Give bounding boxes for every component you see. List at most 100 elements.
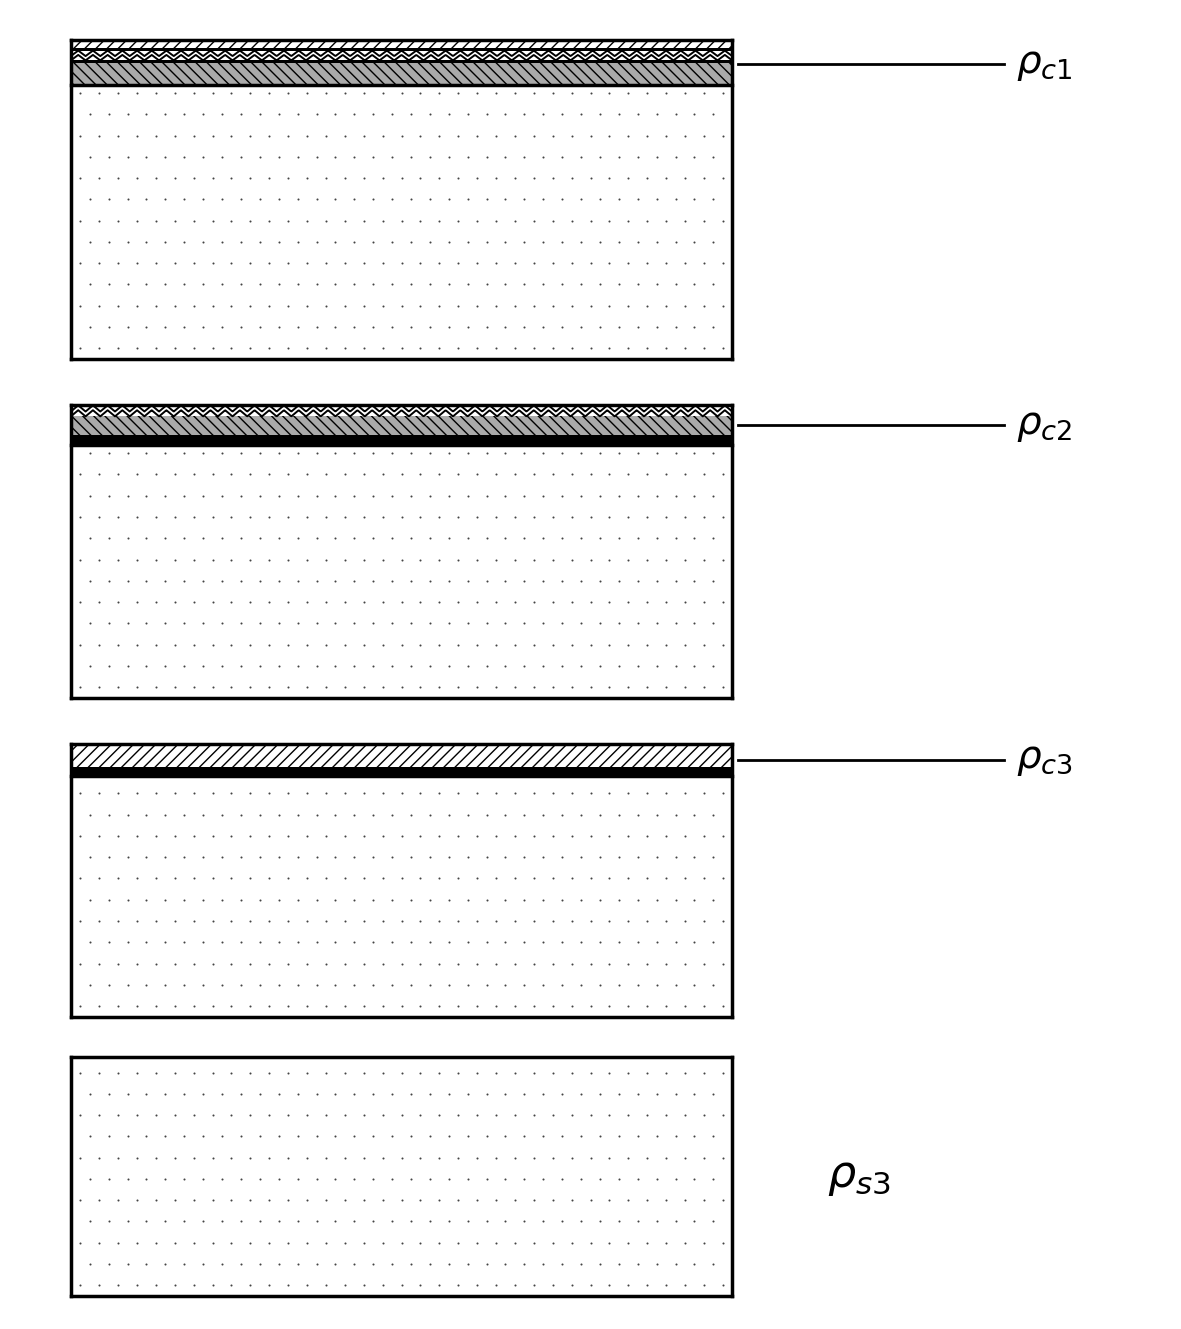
Point: [420, 932, 439, 953]
Point: [335, 910, 354, 932]
Point: [685, 1211, 704, 1232]
Point: [458, 932, 477, 953]
Point: [71, 506, 90, 528]
Point: [638, 868, 657, 889]
Point: [90, 825, 109, 847]
Point: [364, 443, 383, 464]
Point: [373, 591, 392, 613]
Point: [203, 295, 222, 316]
Point: [572, 1083, 590, 1104]
Point: [317, 125, 335, 146]
Point: [156, 189, 175, 210]
Point: [487, 210, 505, 231]
Point: [128, 1189, 146, 1211]
Point: [231, 570, 250, 591]
Point: [90, 338, 109, 359]
Point: [694, 464, 713, 485]
Point: [90, 167, 109, 189]
Point: [411, 634, 430, 655]
Point: [430, 910, 449, 932]
Point: [71, 210, 90, 231]
Point: [572, 316, 590, 338]
Point: [118, 1168, 137, 1189]
Point: [402, 274, 420, 295]
Point: [600, 506, 619, 528]
Point: [80, 231, 99, 253]
Point: [99, 146, 118, 167]
Point: [80, 847, 99, 868]
Point: [373, 338, 392, 359]
Point: [562, 634, 581, 655]
Point: [222, 549, 241, 570]
Point: [335, 634, 354, 655]
Point: [231, 1253, 250, 1275]
Point: [694, 634, 713, 655]
Point: [524, 676, 543, 698]
Point: [156, 932, 175, 953]
Point: [146, 1189, 165, 1211]
Bar: [71, 1057, 732, 1296]
Point: [477, 847, 496, 868]
Point: [647, 655, 666, 676]
Point: [241, 783, 260, 804]
Point: [685, 889, 704, 910]
Point: [704, 528, 723, 549]
Point: [90, 868, 109, 889]
Point: [354, 1232, 373, 1253]
Point: [288, 146, 307, 167]
Point: [600, 634, 619, 655]
Point: [231, 443, 250, 464]
Point: [411, 210, 430, 231]
Point: [109, 506, 128, 528]
Point: [628, 485, 647, 506]
Point: [203, 868, 222, 889]
Point: [298, 253, 317, 274]
Point: [458, 847, 477, 868]
Point: [222, 868, 241, 889]
Point: [477, 528, 496, 549]
Point: [137, 1211, 156, 1232]
Point: [250, 528, 269, 549]
Point: [109, 783, 128, 804]
Point: [71, 1232, 90, 1253]
Point: [628, 570, 647, 591]
Point: [524, 338, 543, 359]
Point: [468, 549, 487, 570]
Point: [165, 464, 184, 485]
Point: [619, 995, 638, 1017]
Point: [402, 528, 420, 549]
Point: [156, 231, 175, 253]
Point: [194, 528, 213, 549]
Point: [666, 570, 685, 591]
Point: [666, 1126, 685, 1147]
Point: [439, 104, 458, 125]
Point: [449, 549, 468, 570]
Point: [420, 316, 439, 338]
Point: [496, 932, 515, 953]
Point: [505, 676, 524, 698]
Point: [628, 528, 647, 549]
Point: [71, 634, 90, 655]
Point: [619, 676, 638, 698]
Point: [572, 1126, 590, 1147]
Point: [269, 1211, 288, 1232]
Point: [411, 167, 430, 189]
Point: [402, 570, 420, 591]
Point: [600, 82, 619, 104]
Point: [647, 1126, 666, 1147]
Point: [231, 528, 250, 549]
Point: [647, 443, 666, 464]
Point: [713, 1232, 732, 1253]
Point: [676, 868, 694, 889]
Point: [704, 655, 723, 676]
Point: [477, 443, 496, 464]
Point: [515, 274, 534, 295]
Point: [694, 1147, 713, 1168]
Point: [666, 231, 685, 253]
Point: [364, 974, 383, 995]
Point: [411, 676, 430, 698]
Point: [581, 338, 600, 359]
Point: [213, 443, 231, 464]
Point: [581, 1275, 600, 1296]
Point: [80, 655, 99, 676]
